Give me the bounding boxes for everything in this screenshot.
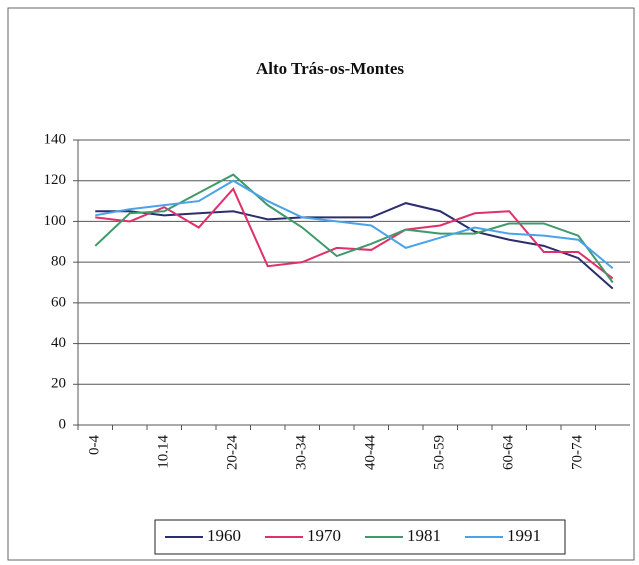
legend-label: 1960 [207,526,241,545]
y-tick-label: 80 [51,254,66,270]
frame [7,7,635,561]
legend-label: 1991 [507,526,541,545]
x-tick-label: 60-64 [501,435,517,470]
y-tick-label: 120 [44,172,67,188]
chart-title: Alto Trás-os-Montes [256,59,404,78]
x-tick-label: 30-34 [294,435,310,470]
legend-label: 1970 [307,526,341,545]
x-tick-label: 20-24 [225,435,241,470]
y-tick-label: 60 [51,294,66,310]
series-line [95,179,614,270]
series-line [95,187,614,280]
series-line [95,202,614,290]
y-tick-label: 0 [59,416,67,432]
x-tick-label: 70-74 [570,435,586,470]
x-tick-label: 40-44 [363,435,379,470]
legend-label: 1981 [407,526,441,545]
series-line [94,173,614,284]
y-tick-label: 100 [44,213,67,229]
y-tick-label: 140 [44,131,67,147]
legend-box [154,519,566,555]
y-tick-label: 40 [51,335,66,351]
x-tick-label: 0-4 [87,435,103,455]
x-tick-label: 10.14 [156,435,172,469]
y-tick-label: 20 [51,376,66,392]
x-tick-label: 50-59 [432,435,448,470]
